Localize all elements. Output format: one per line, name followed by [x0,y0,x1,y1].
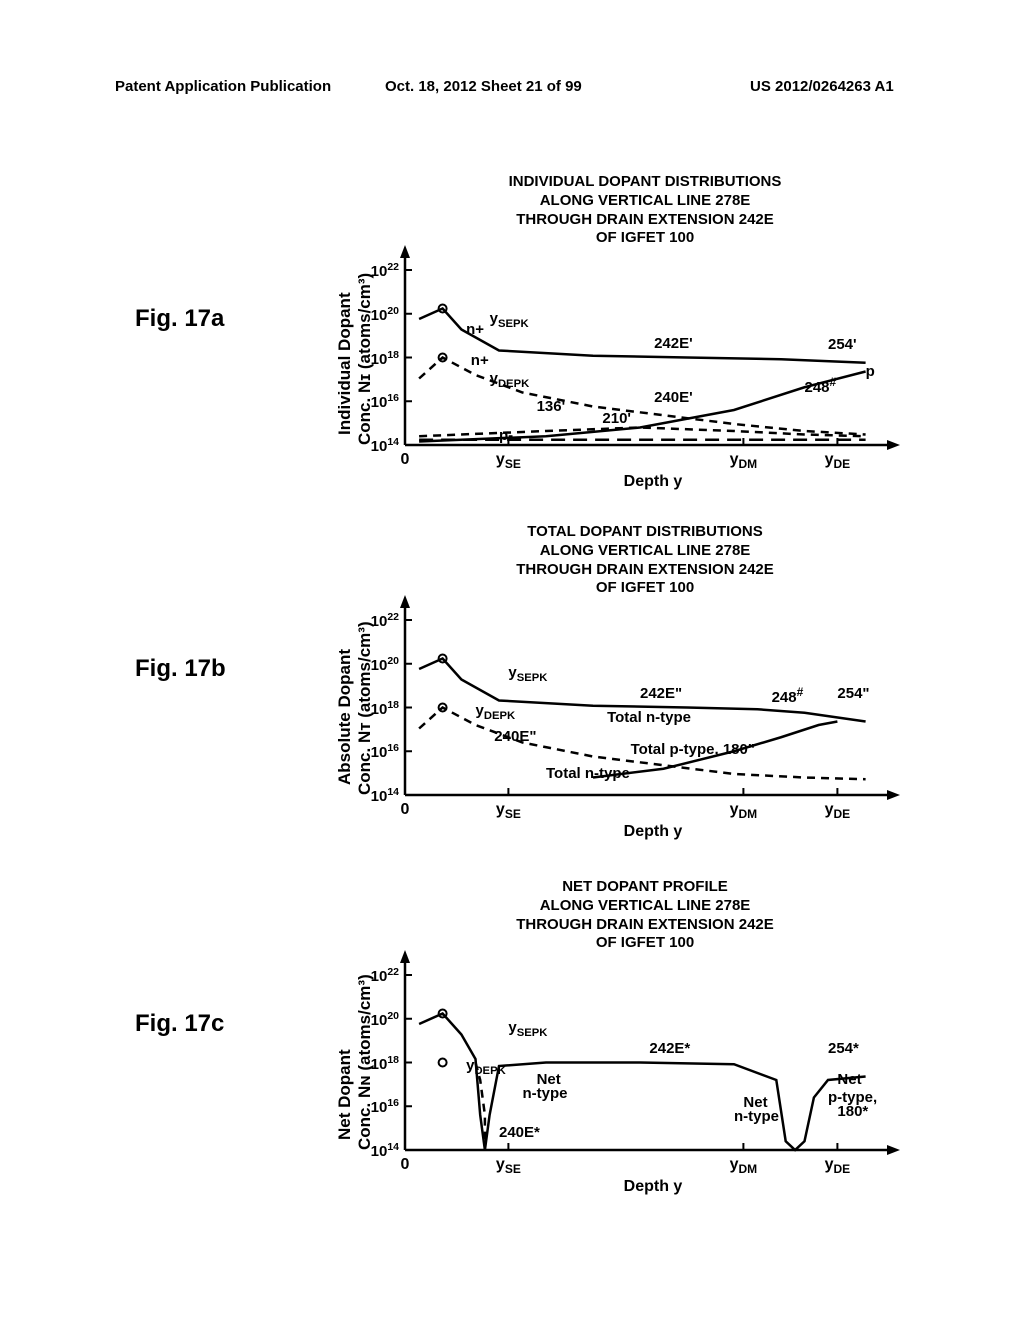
annotation: 136' [537,398,566,415]
header-left: Patent Application Publication [115,78,331,95]
annotation: 240E* [499,1124,540,1141]
annotation: 254* [828,1040,859,1057]
annotation: 242E" [640,685,682,702]
annotation: p [866,363,875,380]
annotation: 242E* [649,1040,690,1057]
annotation: 180* [837,1103,868,1120]
annotation: n-type [734,1108,779,1125]
annotation: n-type [523,1085,568,1102]
annotation: 254" [837,685,869,702]
annotation: yDEPK [490,370,530,390]
annotation: Total p-type, 180" [631,741,755,758]
annotation: 248# [805,375,837,396]
annotation: n+ [466,321,484,338]
annotation: 254' [828,336,857,353]
annotation: ySEPK [490,310,529,330]
chart-svg [0,880,1024,1230]
chart-svg [0,175,1024,525]
annotation: 240E' [654,389,693,406]
chart-svg [0,525,1024,875]
annotation: 210' [602,410,631,427]
annotation: Total n-type [546,765,630,782]
annotation: p- [499,427,513,444]
annotation: yDEPK [466,1057,506,1077]
annotation: ySEPK [508,664,547,684]
annotation: Net [837,1071,861,1088]
annotation: 240E" [494,728,536,745]
annotation: Total n-type [607,709,691,726]
annotation: 248# [772,685,804,706]
header-center: Oct. 18, 2012 Sheet 21 of 99 [385,78,582,95]
header-right: US 2012/0264263 A1 [750,78,894,95]
annotation: yDEPK [476,702,516,722]
annotation: 242E' [654,335,693,352]
annotation: n+ [471,352,489,369]
annotation: ySEPK [508,1019,547,1039]
